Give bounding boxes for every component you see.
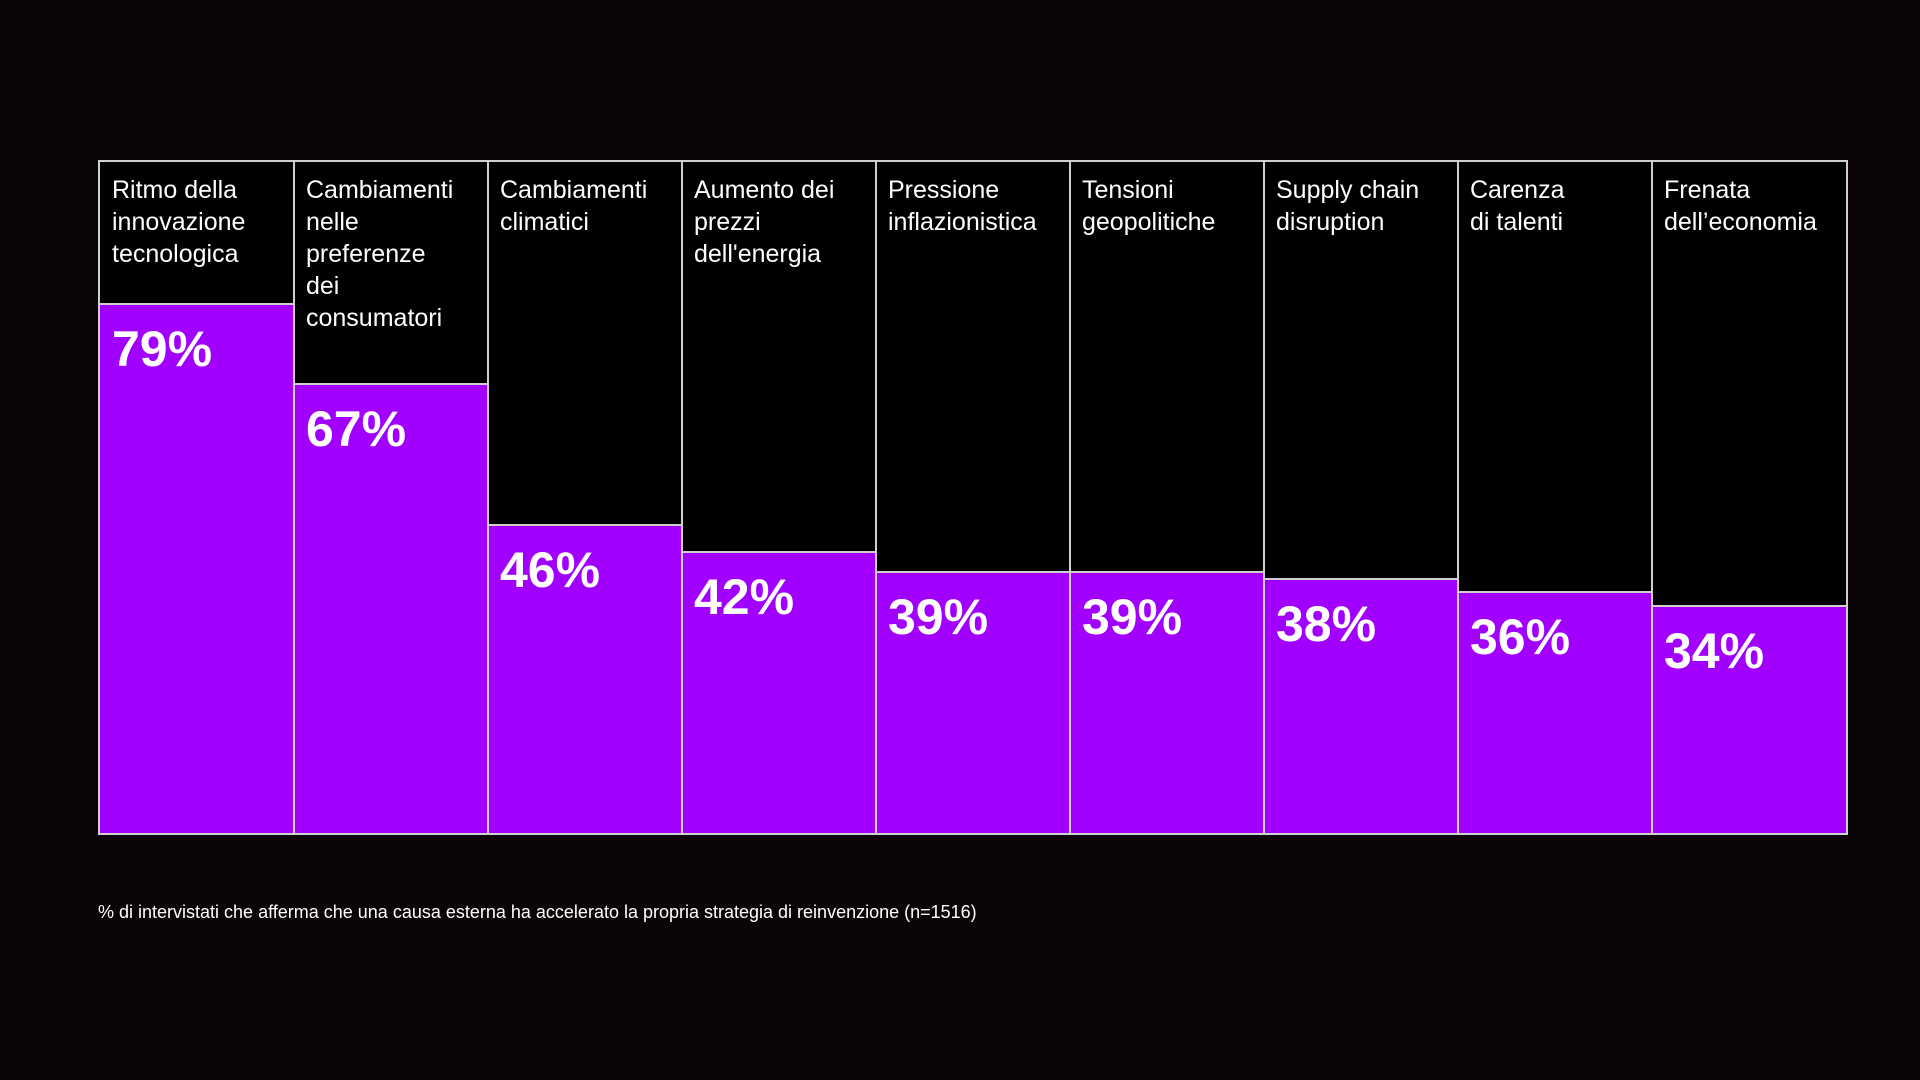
value-label: 38%: [1276, 596, 1377, 653]
bar-column: Cambiamenti nelle preferenze dei consuma…: [294, 162, 488, 833]
category-label: Pressione inflazionistica: [888, 176, 1037, 236]
category-label: Ritmo della innovazione tecnologica: [112, 176, 246, 268]
column-divider: [293, 162, 295, 833]
bar: 38%: [1264, 578, 1458, 833]
bar-chart: Ritmo della innovazione tecnologica 79% Ca…: [98, 160, 1848, 835]
column-divider: [875, 162, 877, 833]
bar-column: Carenza di talenti 36%: [1458, 162, 1652, 833]
bar: 79%: [100, 302, 294, 833]
category-label: Frenata dell’economia: [1664, 176, 1817, 236]
bar: 46%: [488, 524, 682, 833]
value-label: 79%: [112, 320, 213, 377]
bar: 42%: [682, 551, 876, 833]
category-label: Supply chain disruption: [1276, 176, 1420, 236]
category-label: Carenza di talenti: [1470, 176, 1565, 236]
bar: 67%: [294, 383, 488, 833]
bar: 36%: [1458, 591, 1652, 833]
category-label: Cambiamenti climatici: [500, 176, 648, 236]
value-label: 39%: [1082, 589, 1183, 646]
bar: 39%: [876, 571, 1070, 833]
value-label: 36%: [1470, 609, 1571, 666]
bar-column: Cambiamenti climatici 46%: [488, 162, 682, 833]
value-label: 42%: [694, 569, 795, 626]
bar-column: Tensioni geopolitiche 39%: [1070, 162, 1264, 833]
column-divider: [1457, 162, 1459, 833]
column-divider: [1069, 162, 1071, 833]
column-divider: [681, 162, 683, 833]
value-label: 34%: [1664, 622, 1765, 679]
column-divider: [487, 162, 489, 833]
bar-column: Pressione inflazionistica 39%: [876, 162, 1070, 833]
bar-column: Supply chain disruption 38%: [1264, 162, 1458, 833]
value-label: 46%: [500, 542, 601, 599]
chart-footnote: % di intervistati che afferma che una ca…: [98, 902, 977, 922]
column-divider: [1651, 162, 1653, 833]
bar-column: Aumento dei prezzi dell'energia 42%: [682, 162, 876, 833]
category-label: Cambiamenti nelle preferenze dei consuma…: [306, 176, 454, 332]
category-label: Aumento dei prezzi dell'energia: [694, 176, 835, 268]
bar: 34%: [1652, 604, 1846, 833]
bar-column: Frenata dell’economia 34%: [1652, 162, 1846, 833]
bar: 39%: [1070, 571, 1264, 833]
category-label: Tensioni geopolitiche: [1082, 176, 1216, 236]
column-divider: [1263, 162, 1265, 833]
value-label: 39%: [888, 589, 989, 646]
bar-column: Ritmo della innovazione tecnologica 79%: [100, 162, 294, 833]
value-label: 67%: [306, 401, 407, 458]
